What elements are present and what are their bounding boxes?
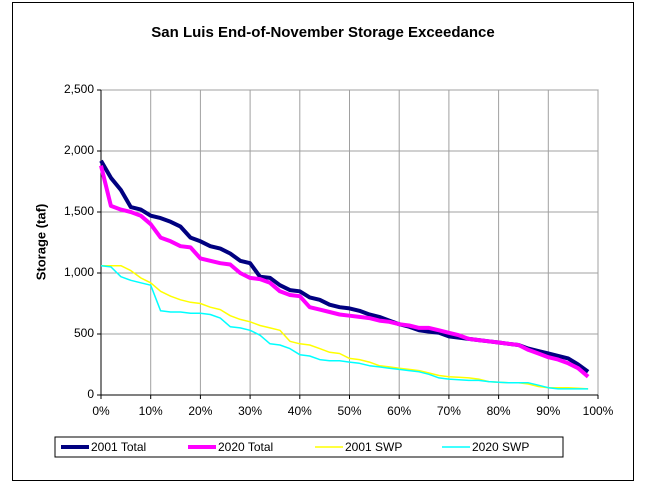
series-line <box>99 165 590 379</box>
x-tick-label: 0% <box>92 404 110 418</box>
y-tick-label: 1,000 <box>64 265 94 279</box>
legend-label: 2020 SWP <box>472 440 529 454</box>
x-tick-label: 70% <box>437 404 461 418</box>
legend-label: 2020 Total <box>218 440 273 454</box>
series-line <box>100 264 589 390</box>
x-tick-label: 100% <box>583 404 614 418</box>
x-tick-label: 30% <box>238 404 262 418</box>
x-tick-label: 60% <box>387 404 411 418</box>
y-tick-label: 2,500 <box>64 82 94 96</box>
x-tick-label: 10% <box>139 404 163 418</box>
x-tick-label: 80% <box>487 404 511 418</box>
x-tick-label: 40% <box>288 404 312 418</box>
x-tick-label: 20% <box>188 404 212 418</box>
legend-label: 2001 Total <box>91 440 146 454</box>
x-tick-label: 90% <box>536 404 560 418</box>
y-tick-label: 500 <box>74 326 94 340</box>
y-axis-label: Storage (taf) <box>33 204 48 281</box>
y-tick-label: 2,000 <box>64 143 94 157</box>
legend-label: 2001 SWP <box>345 440 402 454</box>
y-tick-label: 1,500 <box>64 204 94 218</box>
x-tick-label: 50% <box>337 404 361 418</box>
y-tick-label: 0 <box>87 387 94 401</box>
chart-title: San Luis End-of-November Storage Exceeda… <box>151 24 494 41</box>
legend-box <box>54 436 564 458</box>
